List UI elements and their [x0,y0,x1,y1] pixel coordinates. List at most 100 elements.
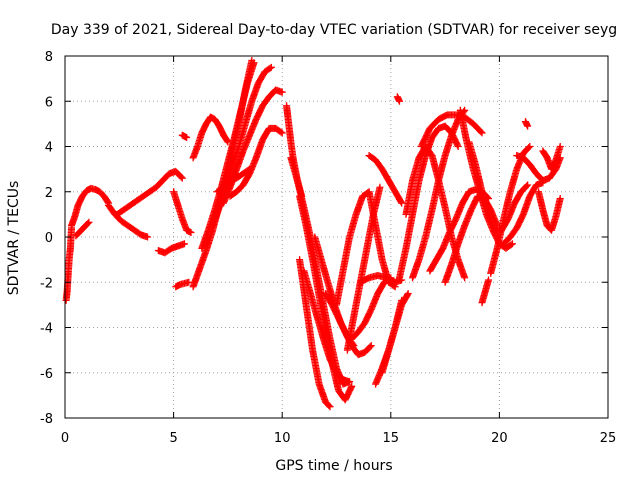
data-series [104,201,152,241]
data-series [113,167,186,218]
data-series [72,218,93,240]
data-point [84,219,92,227]
x-tick-label: 20 [491,431,508,446]
data-point [348,382,356,390]
data-series [172,278,193,291]
data-point [177,173,185,181]
data-point [183,133,191,141]
axis-ticks [64,55,609,419]
data-point [250,59,258,67]
y-tick-labels: -8 -6 -4 -2 0 2 4 6 8 [40,50,53,427]
data-point [266,64,274,72]
data-series [226,124,286,200]
data-point [347,384,355,392]
data-series [220,86,286,207]
data-point [267,63,275,71]
data-point [477,128,485,136]
data-point [278,129,286,137]
data-series [356,271,406,286]
chart-title: Day 339 of 2021, Sidereal Day-to-day VTE… [51,22,617,38]
y-tick-label: 4 [45,141,53,156]
data-point [85,218,93,226]
data-point [404,290,412,298]
x-axis-label: GPS time / hours [275,458,392,474]
data-series [178,131,191,141]
data-point [366,343,374,351]
y-tick-label: 6 [45,95,53,110]
y-tick-label: -2 [40,276,53,291]
data-series [198,59,258,252]
data-point [485,276,493,284]
data-point [525,144,533,152]
data-series [521,118,532,130]
data-series [343,183,384,354]
data-point [507,241,515,249]
data-point [524,181,532,189]
data-series [409,106,469,282]
data-point [244,166,252,174]
data-series [300,267,354,386]
data-series [170,188,195,236]
data-point [277,128,285,136]
data-point [376,183,384,191]
y-tick-label: -6 [40,367,53,382]
data-point [246,165,254,173]
data-points [62,57,564,411]
data-series [478,276,493,307]
data-point [180,240,188,248]
data-series [539,143,564,173]
data-series [417,111,486,150]
x-tick-label: 5 [169,431,177,446]
y-tick-label: 2 [45,186,53,201]
x-tick-labels: 0 5 10 15 20 25 [61,431,616,446]
data-point [524,122,532,130]
data-point [325,402,333,410]
data-point [461,274,469,282]
data-point [144,233,152,241]
data-series [283,102,306,200]
data-series [393,93,403,105]
data-point [526,143,534,150]
data-series [154,240,188,257]
data-point [478,129,486,137]
data-series [62,224,76,304]
data-point [403,291,411,299]
data-point [398,199,406,207]
data-series [189,113,232,162]
y-tick-label: 0 [45,231,53,246]
data-point [397,198,405,206]
data-point [508,240,516,248]
x-tick-label: 25 [600,431,617,446]
data-point [556,143,564,150]
data-point [185,278,193,286]
data-series [534,188,564,234]
y-tick-label: -8 [40,412,53,427]
data-point [395,97,403,105]
data-series [365,152,406,207]
data-point [223,137,231,145]
y-tick-label: -4 [40,322,53,337]
x-tick-label: 0 [61,431,69,446]
data-series [465,138,532,234]
data-point [178,174,186,182]
data-series [213,165,254,196]
data-point [523,182,531,190]
y-axis-label: SDTVAR / TECUs [6,181,22,296]
data-series [441,192,501,286]
data-point [187,228,195,236]
data-point [556,195,564,203]
data-point [454,143,462,150]
data-point [453,141,461,149]
data-series [487,143,534,277]
data-series [378,290,412,377]
x-tick-label: 15 [383,431,400,446]
data-series [296,192,356,404]
x-tick-label: 10 [274,431,291,446]
data-series [322,290,375,359]
data-point [278,88,286,96]
data-point [104,198,112,206]
data-point [367,342,375,350]
y-tick-label: 8 [45,50,53,65]
data-point [326,403,334,411]
